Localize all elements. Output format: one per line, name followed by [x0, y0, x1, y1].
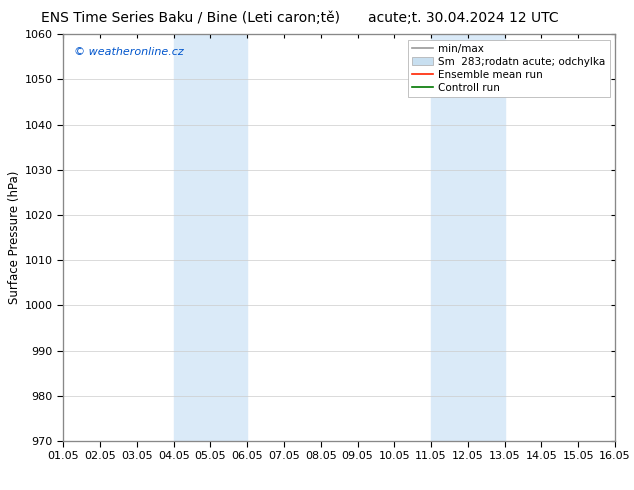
Y-axis label: Surface Pressure (hPa): Surface Pressure (hPa): [8, 171, 21, 304]
Text: ENS Time Series Baku / Bine (Leti caron;tě): ENS Time Series Baku / Bine (Leti caron;…: [41, 11, 340, 25]
Text: acute;t. 30.04.2024 12 UTC: acute;t. 30.04.2024 12 UTC: [368, 11, 558, 25]
Legend: min/max, Sm  283;rodatn acute; odchylka, Ensemble mean run, Controll run: min/max, Sm 283;rodatn acute; odchylka, …: [408, 40, 610, 97]
Bar: [431, 34, 505, 441]
Bar: [174, 34, 247, 441]
Text: © weatheronline.cz: © weatheronline.cz: [74, 47, 184, 56]
